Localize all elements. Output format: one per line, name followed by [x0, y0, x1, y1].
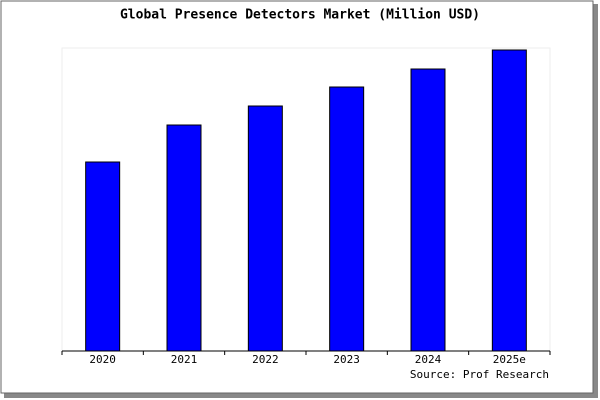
bar [329, 86, 365, 352]
bar [85, 161, 121, 352]
x-tick-label: 2021 [171, 353, 198, 366]
x-tick-label: 2020 [89, 353, 116, 366]
bar [166, 124, 202, 352]
bar [491, 49, 527, 352]
bar [410, 68, 446, 352]
source-note: Source: Prof Research [410, 368, 549, 381]
x-tick-label: 2024 [415, 353, 442, 366]
x-tick-label: 2022 [252, 353, 279, 366]
bar [247, 105, 283, 352]
x-tick-label: 2023 [333, 353, 360, 366]
x-tick-label: 2025e [493, 353, 526, 366]
chart-title: Global Presence Detectors Market (Millio… [120, 8, 480, 23]
plot-area [61, 47, 551, 352]
